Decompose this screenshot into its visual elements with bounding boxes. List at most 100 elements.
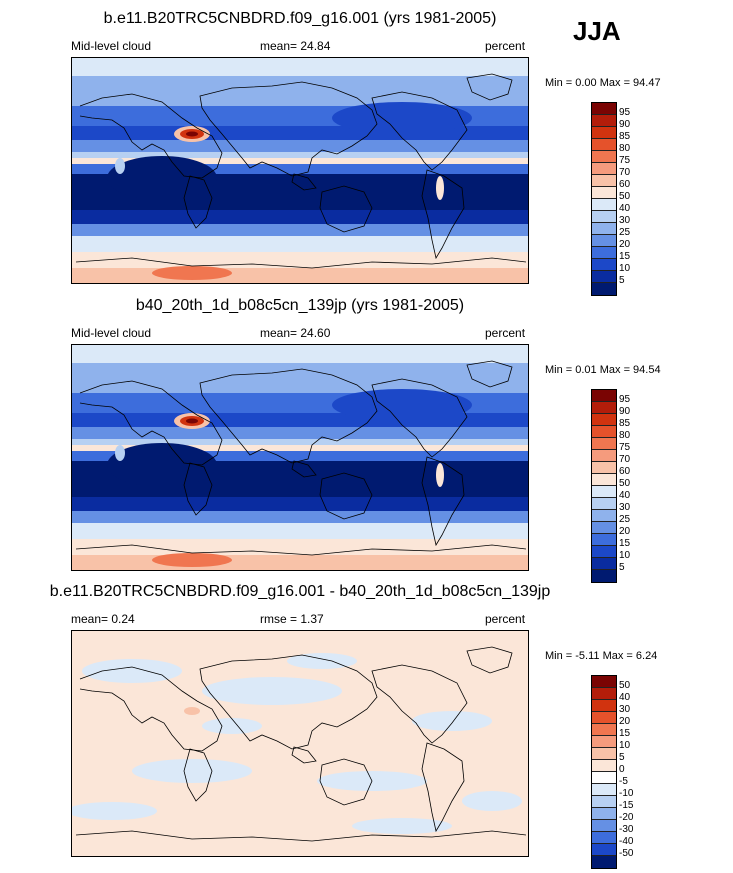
units-label: percent <box>485 612 526 626</box>
colorbar-swatch <box>592 450 616 462</box>
coastline <box>319 758 373 806</box>
colorbar-swatch <box>592 438 616 450</box>
map-band <box>72 158 528 164</box>
colorbar-tick-label: -40 <box>619 836 634 847</box>
colorbar-tick-label: 60 <box>619 179 631 190</box>
map-blob <box>72 802 157 820</box>
colorbar-tick-label: -30 <box>619 824 634 835</box>
colorbar-swatch <box>592 199 616 211</box>
colorbar-tick-label: -20 <box>619 812 634 823</box>
colorbar-tick-label: 70 <box>619 454 631 465</box>
colorbar-tick-label: 75 <box>619 155 631 166</box>
map-band <box>72 539 528 555</box>
min-max-label: Min = 0.00 Max = 94.47 <box>545 77 661 89</box>
cloud-map <box>71 57 529 284</box>
panel-control: b.e11.B20TRC5CNBDRD.f09_g16.001 (yrs 198… <box>0 10 733 300</box>
map-band <box>72 555 528 570</box>
colorbar-tick-label: 5 <box>619 275 625 286</box>
map-blob <box>462 791 522 811</box>
map-band <box>72 140 528 152</box>
colorbar-tick-label: 20 <box>619 239 631 250</box>
colorbar <box>591 102 617 296</box>
colorbar-tick-label: 40 <box>619 203 631 214</box>
panel-difference: b.e11.B20TRC5CNBDRD.f09_g16.001 - b40_20… <box>0 583 733 873</box>
map-band <box>72 427 528 439</box>
colorbar-tick-label: 10 <box>619 740 631 751</box>
colorbar-tick-label: 75 <box>619 442 631 453</box>
colorbar-tick-label: 20 <box>619 716 631 727</box>
map-blob <box>352 818 452 834</box>
mean-label: mean= 0.24 <box>71 612 135 626</box>
min-max-label: Min = -5.11 Max = 6.24 <box>545 650 658 662</box>
colorbar-tick-label: 50 <box>619 191 631 202</box>
colorbar-swatch <box>592 820 616 832</box>
colorbar-tick-label: -10 <box>619 788 634 799</box>
colorbar-swatch <box>592 426 616 438</box>
colorbar-tick-label: 10 <box>619 263 631 274</box>
colorbar-swatch <box>592 772 616 784</box>
colorbar-tick-label: 40 <box>619 692 631 703</box>
map-blob <box>332 389 472 421</box>
coastline <box>466 646 513 674</box>
colorbar-tick-label: 85 <box>619 131 631 142</box>
colorbar-swatch <box>592 259 616 271</box>
coastline <box>421 169 465 260</box>
colorbar-swatch <box>592 844 616 856</box>
colorbar-swatch <box>592 271 616 283</box>
coastline <box>291 173 317 191</box>
coastline <box>75 830 527 842</box>
colorbar-swatch <box>592 223 616 235</box>
panel-title: b.e11.B20TRC5CNBDRD.f09_g16.001 - b40_20… <box>49 583 551 600</box>
colorbar-tick-label: 50 <box>619 680 631 691</box>
colorbar-tick-label: 85 <box>619 418 631 429</box>
colorbar-tick-label: 50 <box>619 478 631 489</box>
colorbar-swatch <box>592 211 616 223</box>
colorbar-tick-label: 60 <box>619 466 631 477</box>
map-band <box>72 76 528 106</box>
colorbar-swatch <box>592 510 616 522</box>
colorbar-tick-label: 80 <box>619 143 631 154</box>
units-label: percent <box>485 326 526 340</box>
coastline <box>183 748 213 802</box>
colorbar-swatch <box>592 796 616 808</box>
map-blob <box>287 653 357 669</box>
rmse-label: rmse = 1.37 <box>260 612 324 626</box>
coastline <box>199 368 378 464</box>
colorbar-swatch <box>592 546 616 558</box>
colorbar-tick-label: 25 <box>619 514 631 525</box>
map-blob <box>186 418 198 424</box>
colorbar-tick-label: 15 <box>619 538 631 549</box>
colorbar-tick-label: 30 <box>619 502 631 513</box>
colorbar-swatch <box>592 676 616 688</box>
coastline <box>75 544 527 556</box>
cloud-map <box>71 344 529 571</box>
colorbar-tick-label: 80 <box>619 430 631 441</box>
colorbar-tick-label: 15 <box>619 251 631 262</box>
map-blob <box>107 156 217 200</box>
colorbar <box>591 389 617 583</box>
map-band <box>72 152 528 158</box>
map-band <box>72 252 528 268</box>
colorbar-tick-label: 95 <box>619 107 631 118</box>
colorbar-swatch <box>592 522 616 534</box>
map-band <box>72 210 528 224</box>
map-band <box>72 413 528 427</box>
difference-map <box>71 630 529 857</box>
map-blob <box>184 707 200 715</box>
colorbar-tick-label: 10 <box>619 550 631 561</box>
coastline <box>421 742 465 833</box>
map-band <box>72 511 528 523</box>
colorbar-tick-label: -50 <box>619 848 634 859</box>
map-blob <box>332 102 472 134</box>
colorbar-swatch <box>592 558 616 570</box>
colorbar-tick-label: 30 <box>619 215 631 226</box>
colorbar-tick-label: 30 <box>619 704 631 715</box>
coastline <box>199 81 378 177</box>
colorbar-swatch <box>592 390 616 402</box>
units-label: percent <box>485 39 526 53</box>
colorbar <box>591 675 617 869</box>
colorbar-tick-label: -5 <box>619 776 628 787</box>
coastline <box>75 257 527 269</box>
map-blob <box>107 443 217 487</box>
colorbar-swatch <box>592 247 616 259</box>
